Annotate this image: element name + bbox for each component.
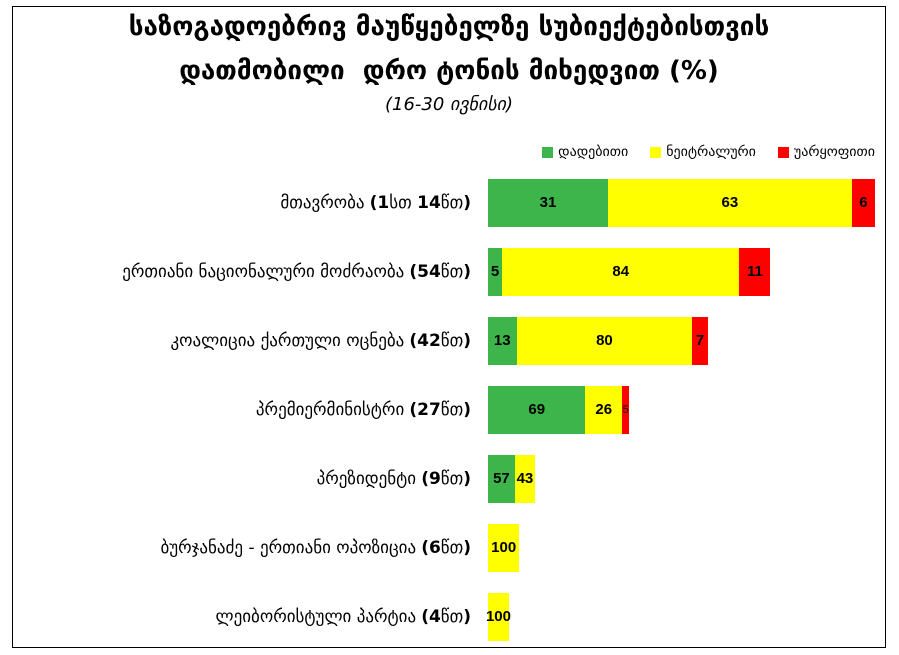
category-name: ბურჯანაძე - ერთიანი ოპოზიცია <box>160 538 417 558</box>
category-duration: (4წთ) <box>421 607 471 627</box>
chart-title-line-2: დათმობილი დრო ტონის მიხედვით (%) <box>179 56 719 86</box>
category-name: პრემიერმინისტრი <box>255 400 405 420</box>
bar-segment-positive: 13 <box>488 317 517 365</box>
data-label: 100 <box>491 539 517 556</box>
chart-frame <box>12 6 886 648</box>
legend-label: ნეიტრალური <box>666 144 756 160</box>
data-label: 43 <box>516 470 534 487</box>
data-label: 63 <box>721 194 739 211</box>
bar-segment-neutral: 84 <box>502 248 740 296</box>
legend-label: უარყოფითი <box>793 144 875 160</box>
bar-segment-neutral: 100 <box>488 524 520 572</box>
category-label: პრემიერმინისტრი (27წთ) <box>20 386 471 434</box>
bar-segment-positive: 57 <box>488 455 515 503</box>
category-duration: (9წთ) <box>421 469 471 489</box>
category-duration: (54წთ) <box>409 262 471 282</box>
category-duration: (6წთ) <box>421 538 471 558</box>
chart-title-line-1: საზოგადოებრივ მაუწყებელზე სუბიექტებისთვი… <box>128 12 770 42</box>
legend-swatch <box>542 146 554 158</box>
legend-item: ნეიტრალური <box>650 144 756 160</box>
category-name: პრეზიდენტი <box>316 469 417 489</box>
category-name: კოალიცია ქართული ოცნება <box>170 331 405 351</box>
data-label: 6 <box>859 194 868 211</box>
data-label: 100 <box>485 608 511 625</box>
legend-swatch <box>777 146 789 158</box>
data-label: 11 <box>746 263 763 280</box>
bar-segment-neutral: 43 <box>514 455 536 503</box>
category-label: ლეიბორისტული პარტია (4წთ) <box>20 593 471 641</box>
data-label: 80 <box>596 332 613 349</box>
bar-segment-negative: 5 <box>622 386 630 434</box>
data-label: 84 <box>612 263 630 280</box>
bar-segment-positive: 5 <box>488 248 503 296</box>
legend-label: დადებითი <box>558 144 629 160</box>
legend-item: დადებითი <box>542 144 628 160</box>
data-label: 26 <box>595 401 613 418</box>
category-label: პრეზიდენტი (9წთ) <box>20 455 471 503</box>
category-name: მთავრობა <box>280 193 365 213</box>
bar-segment-neutral: 26 <box>585 386 623 434</box>
legend-item: უარყოფითი <box>777 144 875 160</box>
category-name: ერთიანი ნაციონალური მოძრაობა <box>122 262 405 282</box>
bar-segment-neutral: 100 <box>485 593 511 641</box>
data-label: 5 <box>622 404 629 416</box>
data-label: 5 <box>490 263 500 280</box>
chart-legend: დადებითი ნეიტრალური უარყოფითი <box>542 143 875 161</box>
category-duration: (27წთ) <box>409 400 471 420</box>
chart-titles: საზოგადოებრივ მაუწყებელზე სუბიექტებისთვი… <box>12 5 886 117</box>
category-label: მთავრობა (1სთ 14წთ) <box>20 179 471 227</box>
bar-segment-positive: 31 <box>488 179 608 227</box>
data-label: 69 <box>528 401 546 418</box>
data-label: 7 <box>695 332 705 349</box>
bar-segment-negative: 7 <box>692 317 708 365</box>
bar-segment-neutral: 80 <box>516 317 693 365</box>
category-label: ერთიანი ნაციონალური მოძრაობა (54წთ) <box>20 248 471 296</box>
category-label: ბურჯანაძე - ერთიანი ოპოზიცია (6წთ) <box>20 524 471 572</box>
legend-swatch <box>650 146 662 158</box>
bar-segment-positive: 69 <box>488 386 586 434</box>
category-label: კოალიცია ქართული ოცნება (42წთ) <box>20 317 471 365</box>
data-label: 31 <box>539 194 557 211</box>
chart-subtitle: (16-30 ივნისი) <box>384 94 514 115</box>
bar-segment-neutral: 63 <box>607 179 852 227</box>
data-label: 57 <box>493 470 510 487</box>
bar-segment-negative: 6 <box>851 179 876 227</box>
data-label: 13 <box>493 332 511 349</box>
category-duration: (1სთ 14წთ) <box>369 193 471 213</box>
category-name: ლეიბორისტული პარტია <box>215 607 417 627</box>
category-duration: (42წთ) <box>409 331 471 351</box>
bar-segment-negative: 11 <box>739 248 771 296</box>
